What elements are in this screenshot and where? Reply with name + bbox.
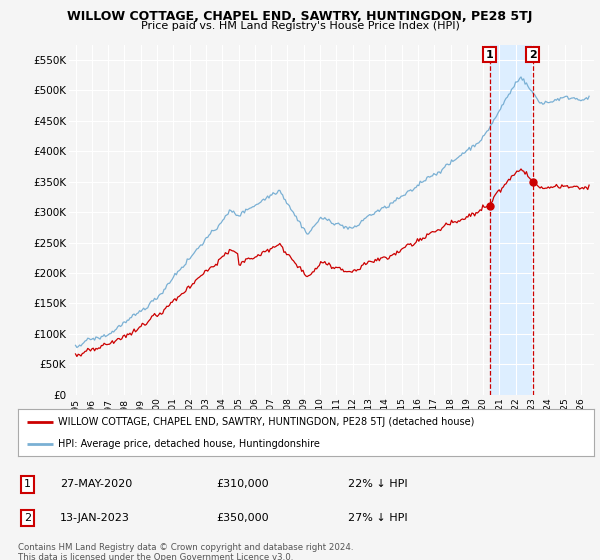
Text: 2: 2 (529, 50, 536, 59)
Text: £350,000: £350,000 (216, 513, 269, 523)
Text: WILLOW COTTAGE, CHAPEL END, SAWTRY, HUNTINGDON, PE28 5TJ: WILLOW COTTAGE, CHAPEL END, SAWTRY, HUNT… (67, 10, 533, 23)
Text: This data is licensed under the Open Government Licence v3.0.: This data is licensed under the Open Gov… (18, 553, 293, 560)
Text: 22% ↓ HPI: 22% ↓ HPI (348, 479, 407, 489)
Text: 1: 1 (486, 50, 494, 59)
Text: 27% ↓ HPI: 27% ↓ HPI (348, 513, 407, 523)
Text: 13-JAN-2023: 13-JAN-2023 (60, 513, 130, 523)
Text: £310,000: £310,000 (216, 479, 269, 489)
Text: 2: 2 (24, 513, 31, 523)
Text: Contains HM Land Registry data © Crown copyright and database right 2024.: Contains HM Land Registry data © Crown c… (18, 543, 353, 552)
Text: 1: 1 (24, 479, 31, 489)
Text: WILLOW COTTAGE, CHAPEL END, SAWTRY, HUNTINGDON, PE28 5TJ (detached house): WILLOW COTTAGE, CHAPEL END, SAWTRY, HUNT… (58, 417, 475, 427)
Text: HPI: Average price, detached house, Huntingdonshire: HPI: Average price, detached house, Hunt… (58, 438, 320, 449)
Text: Price paid vs. HM Land Registry's House Price Index (HPI): Price paid vs. HM Land Registry's House … (140, 21, 460, 31)
Text: 27-MAY-2020: 27-MAY-2020 (60, 479, 132, 489)
Bar (490, 45, 533, 395)
